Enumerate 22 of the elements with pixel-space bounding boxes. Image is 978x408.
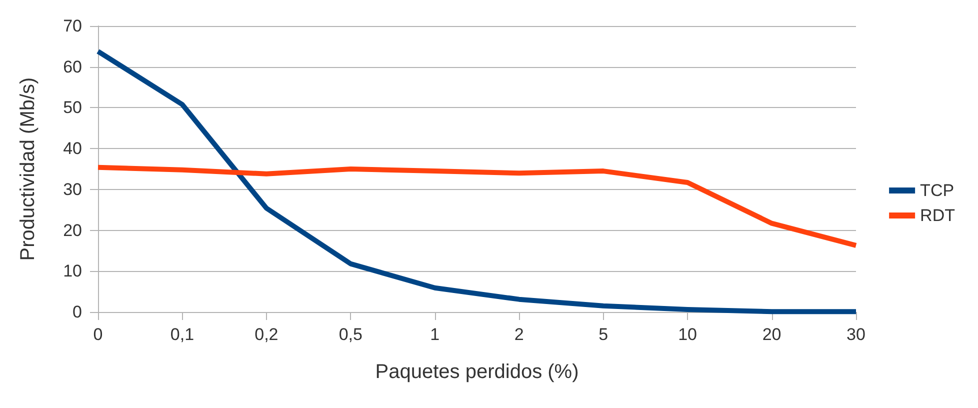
x-tick-label: 2 [514,325,524,344]
x-tick-label: 0,5 [338,325,362,344]
y-tick-label: 30 [63,180,82,199]
x-tick-label: 0,2 [254,325,278,344]
y-tick-label: 50 [63,98,82,118]
y-tick-label: 40 [63,139,82,158]
y-tick-label: 20 [63,220,82,240]
legend-label: TCP [920,181,954,200]
x-axis-title: Paquetes perdidos (%) [375,361,579,383]
x-tick-label: 0 [93,325,103,344]
y-tick-label: 60 [63,57,82,76]
legend-label: RDT [920,206,956,225]
y-tick-label: 0 [72,302,82,322]
y-axis-title: Productividad (Mb/s) [17,77,39,261]
y-tick-label: 10 [63,262,82,281]
x-tick-label: 20 [762,325,782,344]
x-tick-label: 30 [846,325,866,344]
x-tick-label: 10 [678,325,698,344]
x-tick-label: 0,1 [170,325,194,344]
x-tick-label: 5 [598,325,608,344]
y-tick-label: 70 [63,16,82,36]
x-tick-label: 1 [430,325,440,344]
